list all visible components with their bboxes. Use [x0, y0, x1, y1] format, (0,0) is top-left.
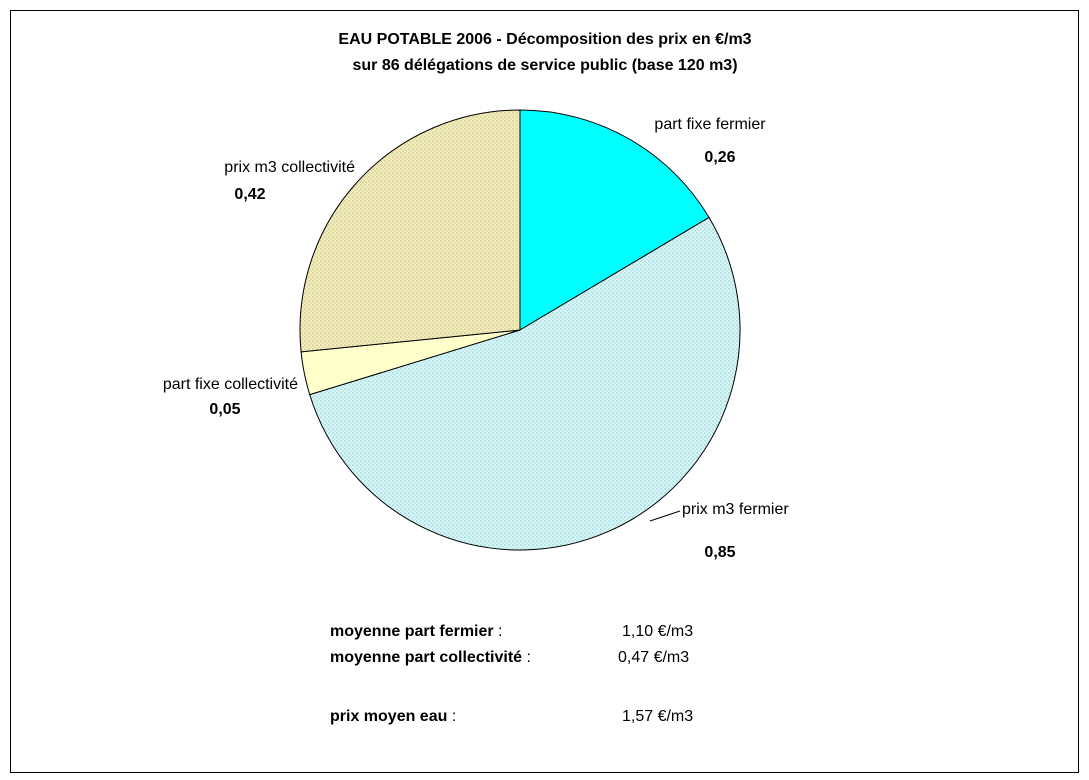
slice-label: prix m3 fermier	[682, 501, 789, 518]
slice-label: part fixe fermier	[654, 116, 766, 133]
note-value: 1,10 €/m3	[622, 623, 693, 640]
pie-slice	[309, 216, 741, 551]
note-sep: :	[447, 708, 456, 725]
chart-subtitle: sur 86 délégations de service public (ba…	[352, 57, 737, 74]
labels: part fixe fermier 0,26 prix m3 fermier 0,85…	[163, 116, 790, 561]
leader-line	[649, 510, 681, 522]
pie-slice	[519, 109, 710, 331]
slice-value: 0,42	[234, 186, 265, 203]
slice-label: part fixe collectivité	[163, 376, 298, 393]
note-line: prix moyen eau :	[330, 708, 456, 725]
slice-label: prix m3 collectivité	[224, 159, 355, 176]
note-label: prix moyen eau	[330, 708, 447, 725]
note-line: moyenne part fermier :	[330, 623, 503, 640]
note-value: 1,57 €/m3	[622, 708, 693, 725]
note-sep: :	[522, 649, 531, 666]
note-line: moyenne part collectivité :	[330, 649, 531, 666]
notes: moyenne part fermier : 1,10 €/m3 moyenne p…	[330, 623, 693, 725]
pie-slice	[299, 109, 521, 353]
slice-value: 0,26	[704, 149, 735, 166]
pie	[299, 109, 741, 551]
note-label: moyenne part fermier	[330, 623, 494, 640]
slice-value: 0,85	[704, 544, 735, 561]
slice-value: 0,05	[209, 401, 240, 418]
note-label: moyenne part collectivité	[330, 649, 522, 666]
chart-title: EAU POTABLE 2006 - Décomposition des pri…	[338, 31, 751, 48]
note-value: 0,47 €/m3	[618, 649, 689, 666]
note-sep: :	[494, 623, 503, 640]
